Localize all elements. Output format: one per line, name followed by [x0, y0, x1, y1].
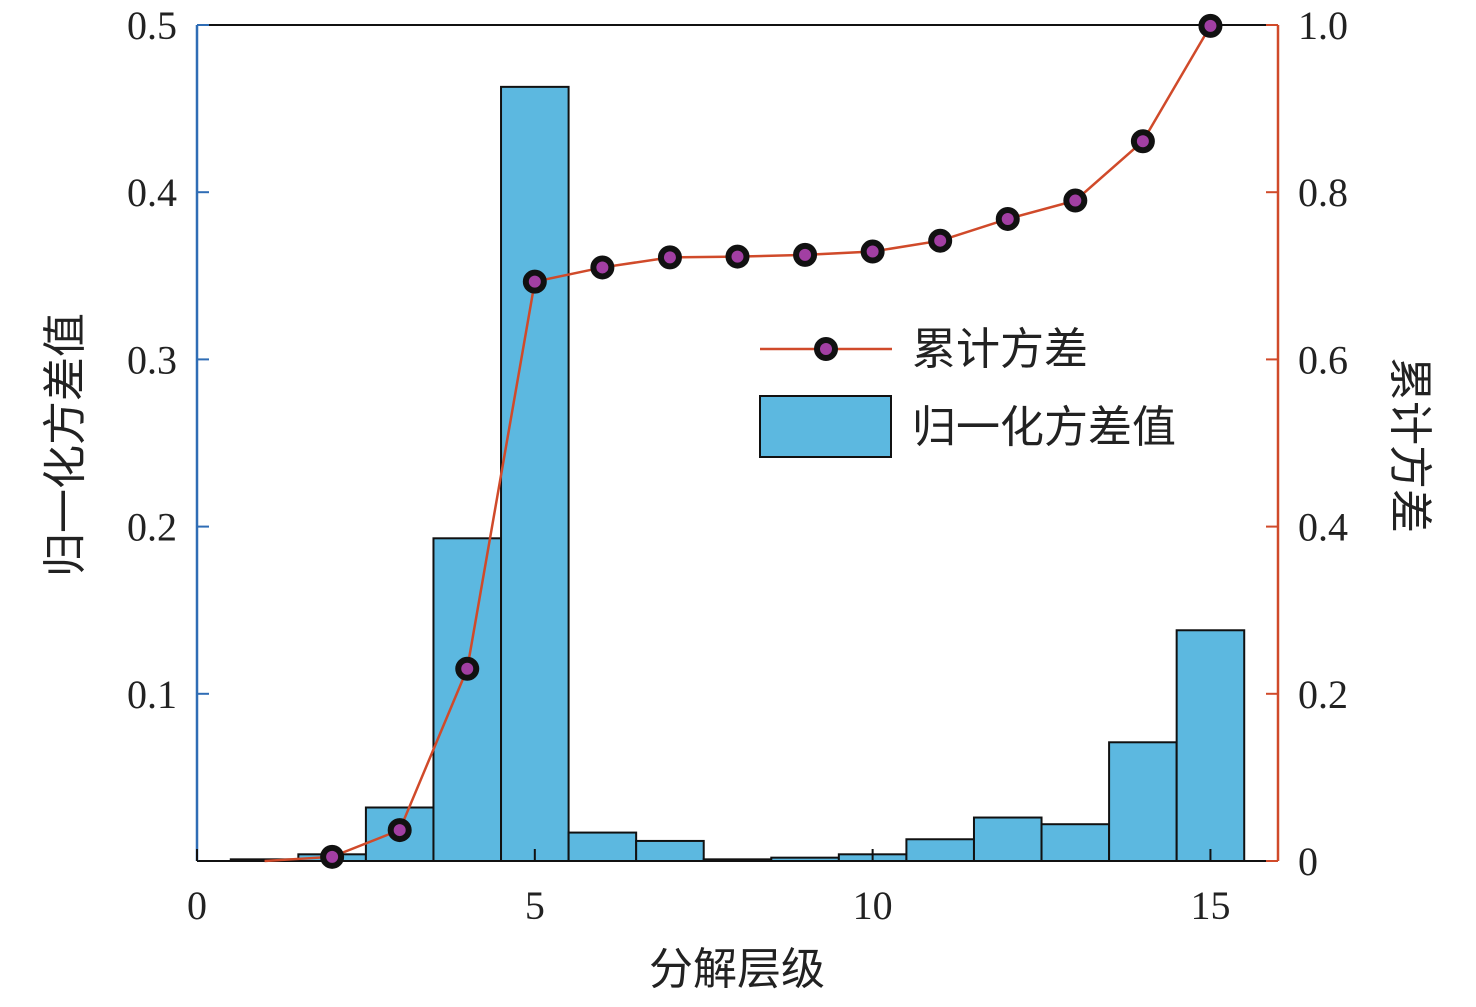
x-axis-title: 分解层级	[649, 945, 825, 994]
cumulative-point-10	[860, 239, 885, 264]
cumulative-point-8	[725, 244, 750, 269]
cumulative-point-6	[590, 255, 615, 280]
legend-label-normalized: 归一化方差值	[912, 403, 1176, 452]
bar-level-7	[635, 839, 705, 862]
right-y-tick-label: 0	[1298, 839, 1318, 884]
bar-level-14	[1108, 741, 1178, 863]
legend-item-line: 累计方差	[760, 325, 1088, 374]
bar-level-11	[905, 838, 975, 862]
x-tick-label: 15	[1190, 883, 1230, 928]
bar-level-6	[567, 831, 638, 862]
legend-bar-swatch	[759, 395, 892, 458]
cumulative-point-11	[928, 228, 953, 253]
cumulative-point-7	[657, 245, 682, 270]
right-y-tick-label: 0.6	[1298, 337, 1348, 382]
bar-level-15	[1175, 629, 1246, 862]
legend-label-cumulative: 累计方差	[912, 325, 1088, 374]
cumulative-point-14	[1130, 129, 1155, 154]
cumulative-point-5	[522, 269, 547, 294]
left-y-tick-label: 0.2	[127, 505, 177, 550]
left-y-tick-label: 0.4	[127, 170, 177, 215]
legend-marker-swatch	[814, 337, 838, 361]
right-y-tick-label: 0.4	[1298, 505, 1348, 550]
x-tick-label: 5	[525, 883, 545, 928]
ticks-layer: 0 5 10 15 0.1 0.2 0.3 0.4 0.5 0 0.2 0.4 0.6 0.8 1.0	[127, 3, 1348, 928]
left-y-axis-title: 归一化方差值	[41, 313, 90, 577]
axes-layer	[195, 24, 1280, 862]
cumulative-point-2	[320, 844, 345, 869]
left-y-tick-label: 0.3	[127, 337, 177, 382]
right-y-tick-label: 1.0	[1298, 3, 1348, 48]
bar-level-5	[500, 85, 570, 862]
bars-layer	[229, 85, 1246, 863]
cumulative-point-4	[455, 656, 480, 681]
legend-item-bar: 归一化方差值	[759, 395, 1176, 458]
right-y-axis-title: 累计方差	[1385, 357, 1434, 533]
legend: 累计方差 归一化方差值	[759, 325, 1176, 458]
bar-level-4	[432, 537, 503, 863]
x-tick-label: 10	[853, 883, 893, 928]
left-y-tick-label: 0.5	[127, 3, 177, 48]
x-tick-label: 0	[187, 883, 207, 928]
cumulative-point-13	[1063, 188, 1088, 213]
cumulative-point-9	[793, 242, 818, 267]
left-y-tick-label: 0.1	[127, 672, 177, 717]
right-y-tick-label: 0.8	[1298, 170, 1348, 215]
cumulative-point-3	[387, 818, 412, 843]
bar-level-12	[972, 816, 1043, 863]
cumulative-line-layer	[264, 13, 1223, 869]
cumulative-point-12	[995, 206, 1020, 231]
cumulative-point-15	[1198, 13, 1223, 38]
right-y-tick-label: 0.2	[1298, 672, 1348, 717]
bar-level-13	[1040, 823, 1111, 863]
